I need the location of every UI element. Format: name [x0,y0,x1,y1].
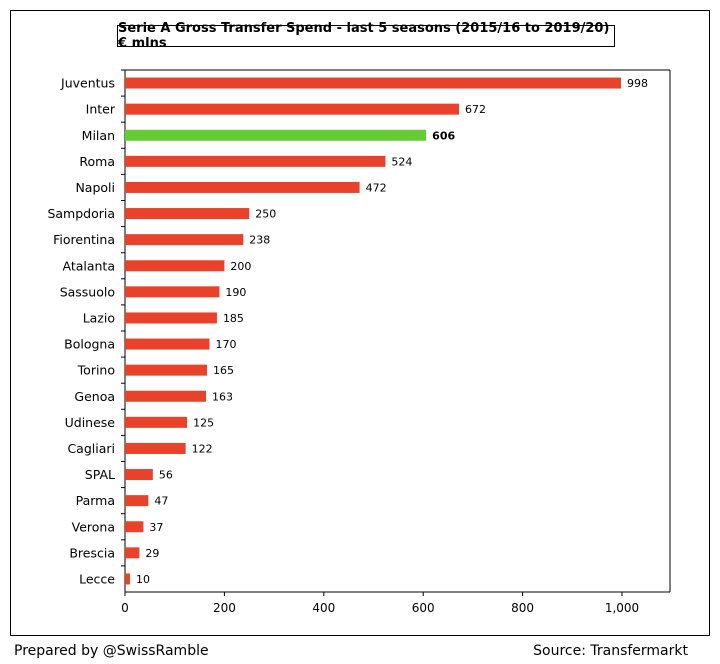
category-label: Udinese [65,415,116,430]
data-label: 185 [223,312,244,325]
bar [125,390,207,402]
category-label: Parma [76,493,115,508]
category-label: Genoa [74,389,115,404]
data-label: 170 [215,338,236,351]
data-label: 200 [230,260,251,273]
data-label: 122 [192,442,213,455]
bar [125,77,622,89]
data-label: 472 [366,181,387,194]
category-label: Cagliari [67,441,115,456]
data-label: 163 [212,390,233,403]
bar [125,338,210,350]
category-label: Napoli [75,180,115,195]
data-label: 190 [225,286,246,299]
bar [125,469,153,481]
bar [125,260,225,272]
data-label: 29 [145,547,159,560]
bar [125,573,130,585]
data-label: 672 [465,103,486,116]
category-label: Lazio [83,310,115,325]
bar [125,129,427,141]
prepared-by-credit: Prepared by @SwissRamble [14,643,209,659]
category-label: SPAL [85,467,115,482]
source-credit: Source: Transfermarkt [533,643,688,659]
data-label: 10 [136,573,150,586]
bar [125,181,360,193]
category-label: Verona [72,519,115,534]
x-tick-label: 0 [121,601,129,615]
bar [125,155,386,167]
category-label: Milan [82,128,115,143]
category-label: Fiorentina [53,232,115,247]
category-label: Sampdoria [47,206,115,221]
data-label: 250 [255,208,276,221]
bar [125,442,186,454]
category-label: Bologna [64,337,115,352]
data-label: 606 [432,129,455,142]
category-label: Atalanta [62,258,115,273]
bar [125,364,208,376]
bar [125,208,250,220]
data-label: 125 [193,416,214,429]
category-label: Torino [77,363,115,378]
data-label: 56 [159,469,173,482]
data-label: 165 [213,364,234,377]
x-tick-label: 600 [412,601,435,615]
x-tick-label: 200 [213,601,236,615]
category-label: Brescia [69,545,115,560]
category-label: Sassuolo [60,284,115,299]
category-label: Lecce [79,571,115,586]
category-label: Inter [86,102,116,117]
data-label: 998 [627,77,648,90]
data-label: 37 [149,521,163,534]
bar [125,312,217,324]
bar [125,547,140,559]
data-label: 524 [391,155,412,168]
x-tick-label: 400 [312,601,335,615]
bar [125,521,144,533]
data-label: 238 [249,234,270,247]
data-label: 47 [154,495,168,508]
x-tick-label: 1,000 [605,601,639,615]
bar [125,286,220,298]
bar [125,495,149,507]
bar [125,416,188,428]
category-label: Roma [79,154,115,169]
x-tick-label: 800 [511,601,534,615]
bar [125,103,459,115]
category-label: Juventus [60,76,115,91]
bar [125,234,244,246]
